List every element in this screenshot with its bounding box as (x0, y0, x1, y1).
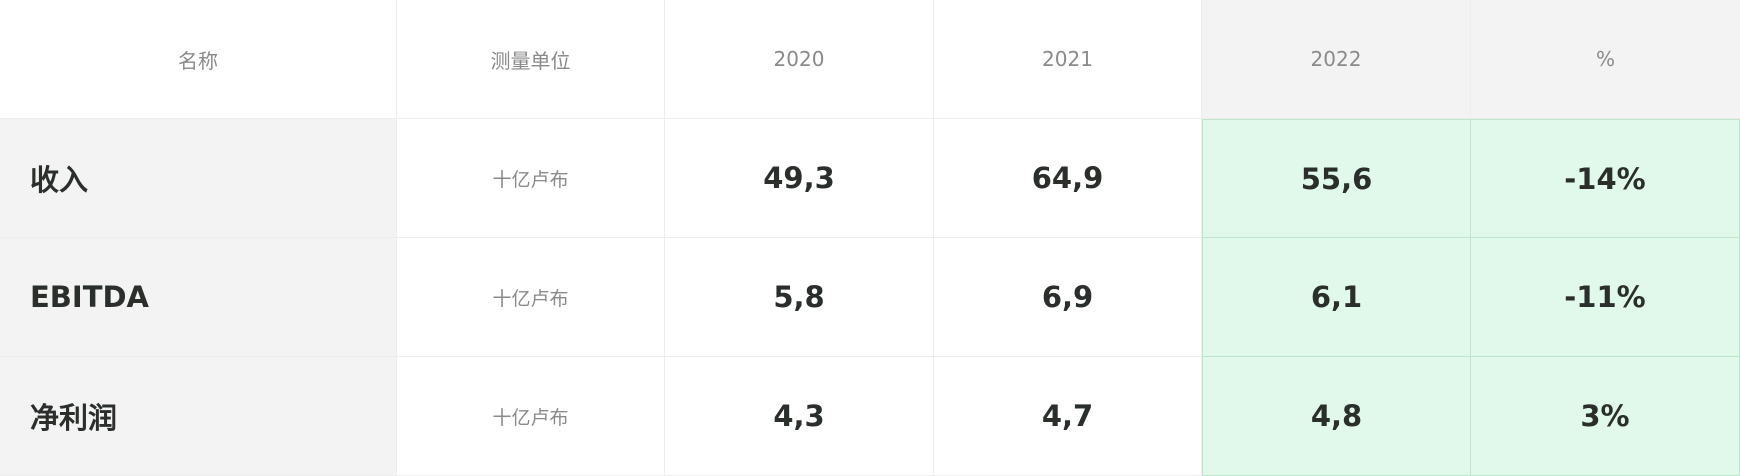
row-value-2022: 6,1 (1202, 238, 1471, 357)
table-row: 净利润 十亿卢布 4,3 4,7 4,8 3% (0, 357, 1740, 476)
row-value-2022: 55,6 (1202, 119, 1471, 238)
table-row: EBITDA 十亿卢布 5,8 6,9 6,1 -11% (0, 238, 1740, 357)
row-value-2020: 5,8 (665, 238, 934, 357)
row-value-2021: 4,7 (934, 357, 1202, 476)
row-value-2022: 4,8 (1202, 357, 1471, 476)
row-unit: 十亿卢布 (397, 238, 665, 357)
row-unit: 十亿卢布 (397, 357, 665, 476)
row-name: 收入 (0, 119, 397, 238)
header-2022: 2022 (1202, 0, 1471, 119)
header-2020: 2020 (665, 0, 934, 119)
row-value-2020: 49,3 (665, 119, 934, 238)
header-name: 名称 (0, 0, 397, 119)
row-value-pct: -11% (1471, 238, 1740, 357)
row-value-2020: 4,3 (665, 357, 934, 476)
row-value-2021: 6,9 (934, 238, 1202, 357)
row-value-pct: -14% (1471, 119, 1740, 238)
row-name: EBITDA (0, 238, 397, 357)
table-row: 收入 十亿卢布 49,3 64,9 55,6 -14% (0, 119, 1740, 238)
header-unit: 测量单位 (397, 0, 665, 119)
row-value-pct: 3% (1471, 357, 1740, 476)
table-header-row: 名称 测量单位 2020 2021 2022 % (0, 0, 1740, 119)
row-value-2021: 64,9 (934, 119, 1202, 238)
row-name: 净利润 (0, 357, 397, 476)
row-unit: 十亿卢布 (397, 119, 665, 238)
header-2021: 2021 (934, 0, 1202, 119)
header-pct: % (1471, 0, 1740, 119)
